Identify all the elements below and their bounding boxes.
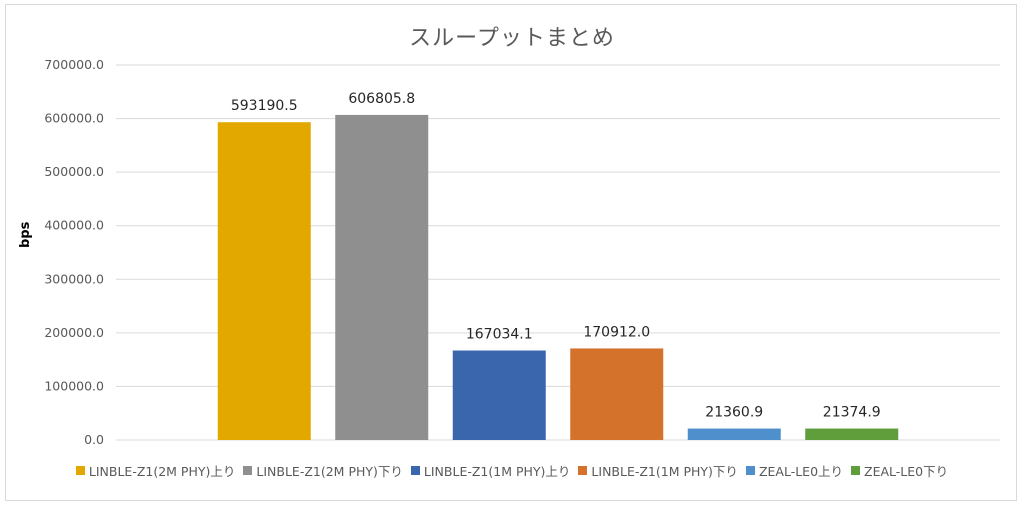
- bar: [217, 122, 311, 441]
- legend-label: ZEAL-LE0上り: [758, 464, 844, 479]
- bar: [452, 350, 546, 440]
- data-label: 21360.9: [705, 405, 763, 421]
- legend-label: LINBLE-Z1(1M PHY)下り: [591, 464, 738, 479]
- legend-swatch: [75, 466, 85, 475]
- bar: [570, 348, 664, 440]
- y-tick-label: 0.0: [84, 432, 104, 447]
- legend-label: LINBLE-Z1(2M PHY)上り: [88, 464, 236, 479]
- data-label: 170912.0: [583, 324, 650, 340]
- data-label: 606805.8: [348, 91, 415, 107]
- y-tick-label: 700000.0: [44, 57, 104, 72]
- legend-item: ZEAL-LE0下り: [851, 461, 948, 480]
- legend-item: LINBLE-Z1(1M PHY)下り: [578, 461, 738, 480]
- bar: [805, 428, 899, 440]
- y-tick-label: 200000.0: [44, 325, 104, 340]
- y-tick-label: 400000.0: [44, 218, 104, 233]
- legend-item: LINBLE-Z1(1M PHY)上り: [410, 461, 571, 480]
- bar: [335, 114, 429, 440]
- legend-swatch: [578, 466, 588, 475]
- data-label: 21374.9: [823, 405, 881, 421]
- bar: [687, 428, 781, 440]
- data-label: 593190.5: [231, 98, 298, 114]
- legend-label: LINBLE-Z1(2M PHY)下り: [256, 464, 403, 479]
- y-tick-label: 500000.0: [44, 164, 104, 179]
- legend-label: LINBLE-Z1(1M PHY)上り: [423, 464, 571, 479]
- y-tick-label: 300000.0: [44, 271, 104, 286]
- legend-swatch: [745, 466, 755, 475]
- legend-item: ZEAL-LE0上り: [745, 461, 844, 480]
- legend-swatch: [243, 466, 253, 475]
- y-tick-label: 100000.0: [44, 378, 104, 393]
- chart-title: スループットまとめ: [409, 26, 615, 51]
- legend-swatch: [851, 466, 861, 475]
- legend-label: ZEAL-LE0下り: [864, 464, 949, 479]
- y-tick-label: 600000.0: [44, 111, 104, 126]
- legend-item: LINBLE-Z1(2M PHY)下り: [243, 461, 403, 480]
- data-label: 167034.1: [466, 327, 533, 343]
- chart-legend: LINBLE-Z1(2M PHY)上り LINBLE-Z1(2M PHY)下り LI…: [0, 461, 1024, 480]
- legend-swatch: [410, 466, 420, 475]
- legend-item: LINBLE-Z1(2M PHY)上り: [75, 461, 236, 480]
